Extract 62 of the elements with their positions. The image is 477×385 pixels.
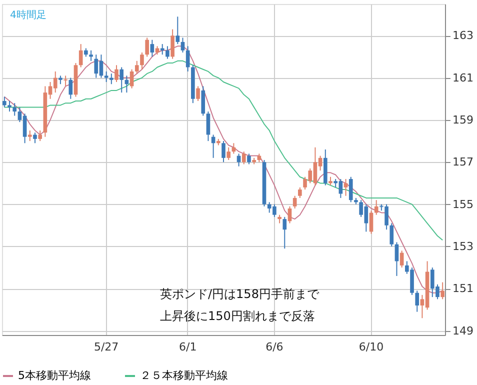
candlestick (134, 60, 139, 74)
candlestick (110, 73, 114, 85)
candlestick (38, 130, 42, 142)
candlestick (201, 86, 206, 116)
y-tick-label: 149 (452, 324, 474, 338)
candlestick (160, 44, 164, 56)
candlestick (415, 290, 420, 312)
x-tick-label: 5/27 (94, 340, 119, 354)
candlestick (390, 222, 394, 247)
candlestick (180, 37, 185, 53)
legend-label: 5本移動平均線 (18, 369, 91, 382)
candlestick (247, 153, 251, 165)
candlestick (114, 64, 118, 83)
y-tick-label: 155 (452, 198, 474, 211)
annotation: 4時間足 (10, 9, 46, 21)
candlestick (166, 46, 170, 60)
candlestick (12, 102, 17, 116)
candlestick (226, 146, 231, 161)
candlestick (196, 86, 200, 102)
candlestick (288, 206, 292, 224)
candlestick (28, 130, 32, 142)
candlestick (145, 37, 149, 58)
candlestick (206, 111, 210, 142)
candlestick (33, 132, 37, 144)
candlestick (8, 100, 12, 112)
y-tick-label: 163 (452, 29, 474, 42)
candlestick (140, 52, 144, 70)
candlestick (348, 176, 353, 203)
candlestick (176, 16, 180, 45)
candlestick (104, 70, 108, 83)
x-tick-label: 6/6 (266, 340, 284, 354)
candlestick (89, 50, 93, 62)
candlestick (222, 140, 226, 163)
candlestick (68, 77, 73, 100)
candlestick (78, 44, 83, 68)
candlestick (130, 68, 134, 89)
annotation: 上昇後に150円割れまで反落 (160, 309, 315, 323)
y-tick-label: 157 (452, 156, 474, 169)
candlestick (186, 46, 190, 72)
candlestick (242, 151, 246, 165)
candlestick (344, 178, 348, 196)
candlestick (369, 210, 374, 234)
y-tick-label: 159 (452, 113, 474, 126)
candlestick (64, 75, 68, 87)
candlestick (394, 242, 399, 276)
candlestick (400, 250, 404, 268)
x-tick-label: 6/1 (178, 340, 197, 354)
candlestick (2, 96, 6, 108)
candlestick (170, 28, 174, 60)
annotation: 英ポンド/円は158円手前まで (160, 287, 320, 301)
candlestick (150, 39, 154, 58)
legend-label: ２５本移動平均線 (140, 369, 228, 382)
candlestick (440, 282, 444, 300)
candlestick (298, 186, 302, 198)
y-tick-label: 153 (452, 240, 474, 253)
candlestick (282, 216, 287, 250)
y-tick-label: 151 (452, 282, 474, 296)
x-tick-label: 6/10 (358, 340, 384, 354)
candlestick (374, 200, 378, 216)
candlestick (120, 66, 124, 94)
candlestick (292, 195, 297, 210)
y-tick-label: 161 (452, 71, 474, 84)
